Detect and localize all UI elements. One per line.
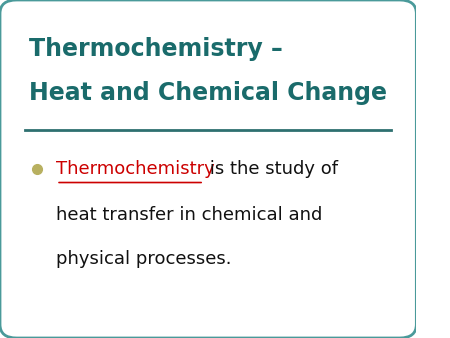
Text: heat transfer in chemical and: heat transfer in chemical and [56, 206, 323, 224]
Text: Heat and Chemical Change: Heat and Chemical Change [29, 81, 387, 105]
Text: Thermochemistry: Thermochemistry [56, 160, 215, 178]
Text: Thermochemistry –: Thermochemistry – [29, 37, 283, 61]
Text: physical processes.: physical processes. [56, 249, 232, 268]
Text: is the study of: is the study of [204, 160, 338, 178]
FancyBboxPatch shape [0, 0, 416, 338]
